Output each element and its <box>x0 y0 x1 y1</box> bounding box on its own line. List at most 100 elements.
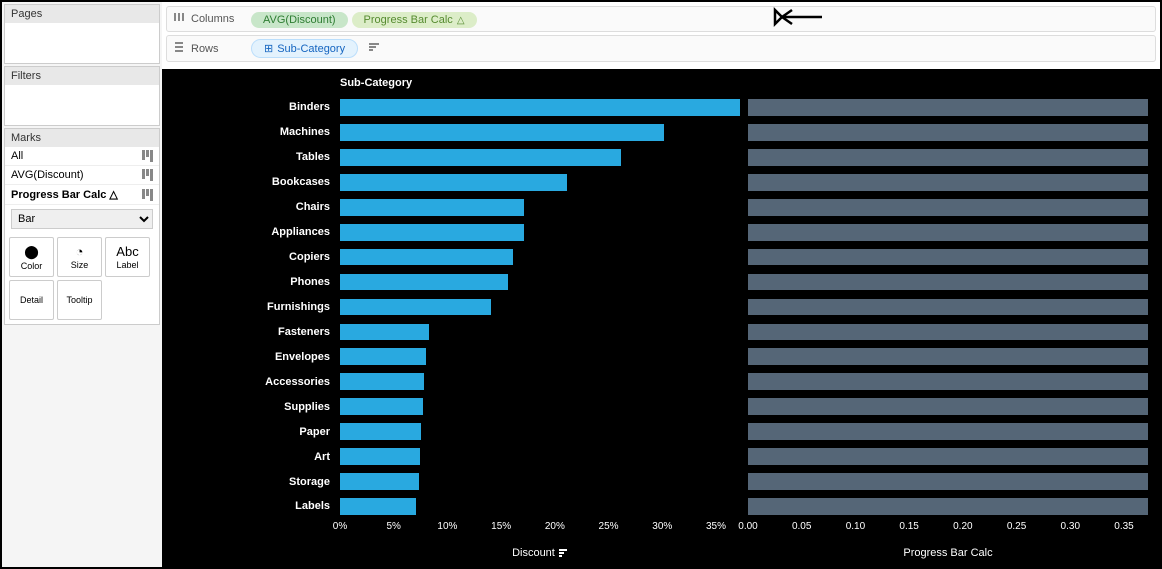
pages-card: Pages <box>4 4 160 64</box>
pages-body[interactable] <box>5 23 159 63</box>
color-button[interactable]: ⬤Color <box>9 237 54 277</box>
progress-bar[interactable] <box>748 373 1148 390</box>
discount-bar[interactable] <box>340 398 423 415</box>
discount-bar[interactable] <box>340 199 524 216</box>
x-tick: 0% <box>333 521 347 532</box>
discount-bar[interactable] <box>340 249 513 266</box>
bar-chart-icon <box>142 189 153 201</box>
progress-bar[interactable] <box>748 448 1148 465</box>
x-tick: 0.35 <box>1114 521 1133 532</box>
category-label: Art <box>174 444 336 469</box>
category-label: Supplies <box>174 394 336 419</box>
progress-bar[interactable] <box>748 99 1148 116</box>
x-tick: 0.00 <box>738 521 757 532</box>
pages-header: Pages <box>5 5 159 23</box>
bar-chart-icon <box>142 150 153 162</box>
category-label: Paper <box>174 419 336 444</box>
discount-bar[interactable] <box>340 448 420 465</box>
x-tick: 0.20 <box>953 521 972 532</box>
progress-bar[interactable] <box>748 249 1148 266</box>
x-tick: 0.30 <box>1061 521 1080 532</box>
category-label: Copiers <box>174 245 336 270</box>
progress-bar[interactable] <box>748 199 1148 216</box>
discount-chart[interactable] <box>340 95 740 519</box>
category-label: Bookcases <box>174 170 336 195</box>
progress-bar[interactable] <box>748 348 1148 365</box>
x-tick: 15% <box>491 521 511 532</box>
progress-bar[interactable] <box>748 274 1148 291</box>
marks-row[interactable]: Progress Bar Calc △ <box>5 185 159 205</box>
column-pill[interactable]: Progress Bar Calc△ <box>352 12 477 28</box>
shelves-area: Columns AVG(Discount)Progress Bar Calc△ … <box>162 2 1160 69</box>
marks-row[interactable]: All <box>5 147 159 166</box>
category-label: Appliances <box>174 220 336 245</box>
bar-chart-icon <box>142 169 153 181</box>
marks-card: Marks AllAVG(Discount)Progress Bar Calc … <box>4 128 160 325</box>
discount-bar[interactable] <box>340 473 419 490</box>
main-area: Columns AVG(Discount)Progress Bar Calc△ … <box>162 2 1160 567</box>
rows-label: Rows <box>191 43 251 55</box>
chart-header: Sub-Category <box>340 77 412 89</box>
progress-bar[interactable] <box>748 324 1148 341</box>
sort-icon[interactable] <box>368 40 380 58</box>
x-tick: 25% <box>599 521 619 532</box>
x-tick: 20% <box>545 521 565 532</box>
visualization: Sub-Category BindersMachinesTablesBookca… <box>162 69 1160 567</box>
discount-bar[interactable] <box>340 498 416 515</box>
category-label: Fasteners <box>174 319 336 344</box>
progress-bar[interactable] <box>748 498 1148 515</box>
tooltip-button[interactable]: Tooltip <box>57 280 102 320</box>
progress-axis-title: Progress Bar Calc <box>748 547 1148 559</box>
category-label: Accessories <box>174 369 336 394</box>
x-tick: 10% <box>437 521 457 532</box>
x-tick: 5% <box>386 521 400 532</box>
x-tick: 0.10 <box>846 521 865 532</box>
discount-bar[interactable] <box>340 174 567 191</box>
category-label: Machines <box>174 120 336 145</box>
columns-label: Columns <box>191 13 251 25</box>
discount-axis-title: Discount <box>340 547 740 559</box>
discount-bar[interactable] <box>340 299 491 316</box>
progress-bar[interactable] <box>748 398 1148 415</box>
x-tick: 30% <box>652 521 672 532</box>
detail-button[interactable]: Detail <box>9 280 54 320</box>
filters-body[interactable] <box>5 85 159 125</box>
x-tick: 0.25 <box>1007 521 1026 532</box>
discount-bar[interactable] <box>340 274 508 291</box>
columns-icon <box>173 10 185 28</box>
progress-bar[interactable] <box>748 149 1148 166</box>
progress-bar[interactable] <box>748 124 1148 141</box>
mark-type-select[interactable]: Bar <box>11 209 153 229</box>
marks-row[interactable]: AVG(Discount) <box>5 166 159 185</box>
category-label: Storage <box>174 469 336 494</box>
discount-bar[interactable] <box>340 348 426 365</box>
filters-card: Filters <box>4 66 160 126</box>
category-label: Envelopes <box>174 344 336 369</box>
rows-icon <box>173 40 185 58</box>
discount-bar[interactable] <box>340 423 421 440</box>
x-tick: 0.15 <box>899 521 918 532</box>
columns-shelf[interactable]: Columns AVG(Discount)Progress Bar Calc△ <box>166 6 1156 32</box>
x-tick: 0.05 <box>792 521 811 532</box>
size-button[interactable]: ◔Size <box>57 237 102 277</box>
category-label: Phones <box>174 270 336 295</box>
progress-bar[interactable] <box>748 473 1148 490</box>
discount-bar[interactable] <box>340 373 424 390</box>
discount-bar[interactable] <box>340 149 621 166</box>
progress-bar[interactable] <box>748 224 1148 241</box>
row-pill[interactable]: ⊞Sub-Category <box>251 39 358 58</box>
marks-header: Marks <box>5 129 159 147</box>
progress-bar[interactable] <box>748 174 1148 191</box>
filters-header: Filters <box>5 67 159 85</box>
discount-bar[interactable] <box>340 224 524 241</box>
discount-bar[interactable] <box>340 324 429 341</box>
progress-chart[interactable] <box>748 95 1148 519</box>
rows-shelf[interactable]: Rows ⊞Sub-Category <box>166 35 1156 62</box>
label-button[interactable]: AbcLabel <box>105 237 150 277</box>
left-sidebar: Pages Filters Marks AllAVG(Discount)Prog… <box>2 2 162 567</box>
progress-bar[interactable] <box>748 423 1148 440</box>
discount-bar[interactable] <box>340 124 664 141</box>
column-pill[interactable]: AVG(Discount) <box>251 12 348 28</box>
discount-bar[interactable] <box>340 99 740 116</box>
progress-bar[interactable] <box>748 299 1148 316</box>
